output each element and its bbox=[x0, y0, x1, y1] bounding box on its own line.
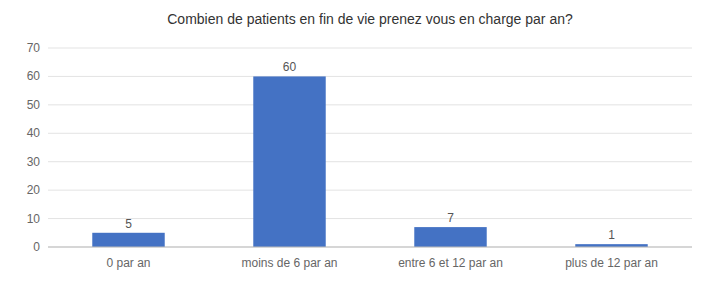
bar bbox=[253, 76, 325, 247]
bars bbox=[92, 76, 647, 247]
x-tick-label: plus de 12 par an bbox=[565, 256, 658, 270]
grid-line bbox=[48, 247, 692, 248]
grid-line bbox=[48, 190, 692, 191]
grid bbox=[48, 48, 692, 247]
y-tick-label: 20 bbox=[27, 183, 41, 197]
y-tick-label: 40 bbox=[27, 126, 41, 140]
grid-line bbox=[48, 104, 692, 105]
data-label: 5 bbox=[125, 217, 132, 231]
grid-line bbox=[48, 48, 692, 49]
data-label: 7 bbox=[447, 211, 454, 225]
x-tick-label: 0 par an bbox=[106, 256, 150, 270]
y-tick-label: 30 bbox=[27, 155, 41, 169]
x-tick-label: moins de 6 par an bbox=[241, 256, 337, 270]
y-tick-label: 60 bbox=[27, 69, 41, 83]
y-tick-label: 0 bbox=[33, 240, 40, 254]
chart-container: Combien de patients en fin de vie prenez… bbox=[0, 0, 712, 287]
x-axis-line bbox=[48, 247, 692, 248]
x-tick-label: entre 6 et 12 par an bbox=[398, 256, 503, 270]
grid-line bbox=[48, 161, 692, 162]
chart: Combien de patients en fin de vie prenez… bbox=[0, 0, 712, 287]
title: Combien de patients en fin de vie prenez… bbox=[167, 11, 573, 27]
bar bbox=[92, 233, 164, 247]
y-tick-label: 70 bbox=[27, 41, 41, 55]
grid-line bbox=[48, 133, 692, 134]
grid-line bbox=[48, 218, 692, 219]
y-tick-label: 50 bbox=[27, 98, 41, 112]
data-label: 1 bbox=[608, 228, 615, 242]
y-tick-label: 10 bbox=[27, 212, 41, 226]
grid-line bbox=[48, 76, 692, 77]
data-label: 60 bbox=[283, 60, 297, 74]
bar bbox=[414, 227, 486, 247]
